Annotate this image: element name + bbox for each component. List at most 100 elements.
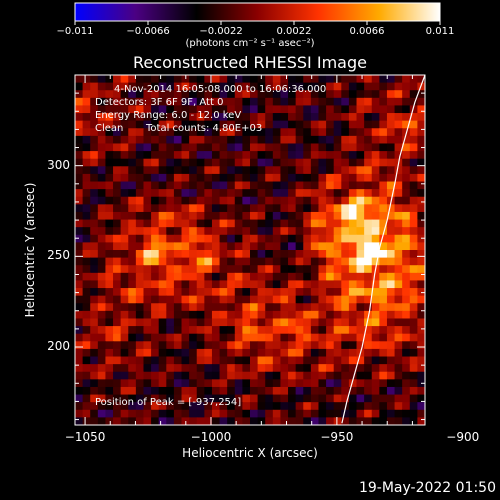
heatmap-cell xyxy=(151,189,160,198)
heatmap-cell xyxy=(113,211,122,221)
heatmap-cell xyxy=(402,417,411,425)
heatmap-cell xyxy=(379,82,388,91)
heatmap-cell xyxy=(310,257,320,266)
heatmap-cell xyxy=(379,189,388,198)
heatmap-cell xyxy=(417,295,425,304)
heatmap-cell xyxy=(356,417,365,425)
heatmap-cell xyxy=(90,234,99,243)
heatmap-cell xyxy=(90,166,99,175)
heatmap-cell xyxy=(173,386,183,396)
heatmap-cell xyxy=(280,386,289,396)
heatmap-cell xyxy=(158,211,167,221)
heatmap-cell xyxy=(143,242,152,251)
heatmap-cell xyxy=(394,219,403,228)
heatmap-cell xyxy=(280,402,289,411)
heatmap-cell xyxy=(75,417,84,425)
heatmap-cell xyxy=(135,386,145,396)
heatmap-cell xyxy=(356,310,365,320)
heatmap-cell xyxy=(189,250,198,259)
heatmap-cell xyxy=(189,128,198,137)
heatmap-cell xyxy=(409,227,418,236)
heatmap-cell xyxy=(402,90,411,99)
heatmap-cell xyxy=(265,227,274,236)
heatmap-cell xyxy=(97,166,107,175)
heatmap-cell xyxy=(303,97,312,107)
heatmap-cell xyxy=(386,386,396,396)
heatmap-cell xyxy=(173,75,183,84)
heatmap-cell xyxy=(219,113,228,122)
heatmap-cell xyxy=(82,303,91,312)
heatmap-cell xyxy=(158,326,167,335)
heatmap-cell xyxy=(219,272,228,282)
heatmap-cell xyxy=(113,75,122,84)
heatmap-cell xyxy=(113,356,122,365)
heatmap-cell xyxy=(257,386,266,396)
heatmap-cell xyxy=(265,219,274,228)
heatmap-cell xyxy=(364,242,373,251)
heatmap-cell xyxy=(135,242,145,251)
heatmap-cell xyxy=(120,158,129,167)
heatmap-cell xyxy=(219,379,228,388)
heatmap-cell xyxy=(409,379,418,388)
heatmap-cell xyxy=(417,105,425,114)
heatmap-cell xyxy=(166,379,175,388)
heatmap-cell xyxy=(326,257,335,266)
heatmap-cell xyxy=(151,219,160,228)
heatmap-cell xyxy=(402,82,411,91)
heatmap-cell xyxy=(402,227,411,236)
heatmap-cell xyxy=(364,402,373,411)
heatmap-cell xyxy=(120,394,129,403)
heatmap-cell xyxy=(166,257,175,266)
heatmap-cell xyxy=(181,166,190,175)
heatmap-cell xyxy=(181,181,190,190)
heatmap-cell xyxy=(90,394,99,403)
heatmap-cell xyxy=(417,227,425,236)
heatmap-cell xyxy=(303,151,312,160)
heatmap-cell xyxy=(234,272,243,282)
heatmap-cell xyxy=(394,348,403,358)
heatmap-cell xyxy=(211,371,221,380)
heatmap-cell xyxy=(120,105,129,114)
heatmap-cell xyxy=(135,318,145,327)
heatmap-cell xyxy=(90,158,99,167)
heatmap-cell xyxy=(219,151,228,160)
heatmap-cell xyxy=(356,288,365,297)
heatmap-cell xyxy=(219,333,228,342)
heatmap-cell xyxy=(341,386,350,396)
heatmap-cell xyxy=(371,250,380,259)
heatmap-cell xyxy=(173,409,183,418)
heatmap-cell xyxy=(166,341,175,350)
heatmap-cell xyxy=(310,341,320,350)
heatmap-cell xyxy=(82,318,91,327)
heatmap-cell xyxy=(97,272,107,282)
heatmap-cell xyxy=(326,318,335,327)
heatmap-cell xyxy=(189,280,198,289)
heatmap-cell xyxy=(151,211,160,221)
heatmap-cell xyxy=(196,151,205,160)
heatmap-cell xyxy=(295,288,304,297)
heatmap-cell xyxy=(272,341,282,350)
heatmap-cell xyxy=(234,82,243,91)
heatmap-cell xyxy=(417,181,425,190)
heatmap-cell xyxy=(409,280,418,289)
y-tick-label: 300 xyxy=(47,157,70,172)
heatmap-cell xyxy=(196,386,205,396)
heatmap-cell xyxy=(189,295,198,304)
heatmap-cell xyxy=(417,242,425,251)
heatmap-cell xyxy=(173,371,183,380)
heatmap-cell xyxy=(97,348,107,358)
heatmap-cell xyxy=(402,318,411,327)
heatmap-cell xyxy=(326,181,335,190)
heatmap-cell xyxy=(341,158,350,167)
heatmap-cell xyxy=(379,371,388,380)
heatmap-cell xyxy=(379,135,388,145)
heatmap-cell xyxy=(326,97,335,107)
heatmap-cell xyxy=(151,402,160,411)
heatmap-cell xyxy=(189,211,198,221)
heatmap-cell xyxy=(333,364,342,373)
heatmap-cell xyxy=(173,310,183,320)
annotation-peak-position: Position of Peak = [-937,254] xyxy=(95,397,242,408)
heatmap-cell xyxy=(250,310,259,320)
heatmap-cell xyxy=(189,394,198,403)
heatmap-cell xyxy=(318,272,327,282)
